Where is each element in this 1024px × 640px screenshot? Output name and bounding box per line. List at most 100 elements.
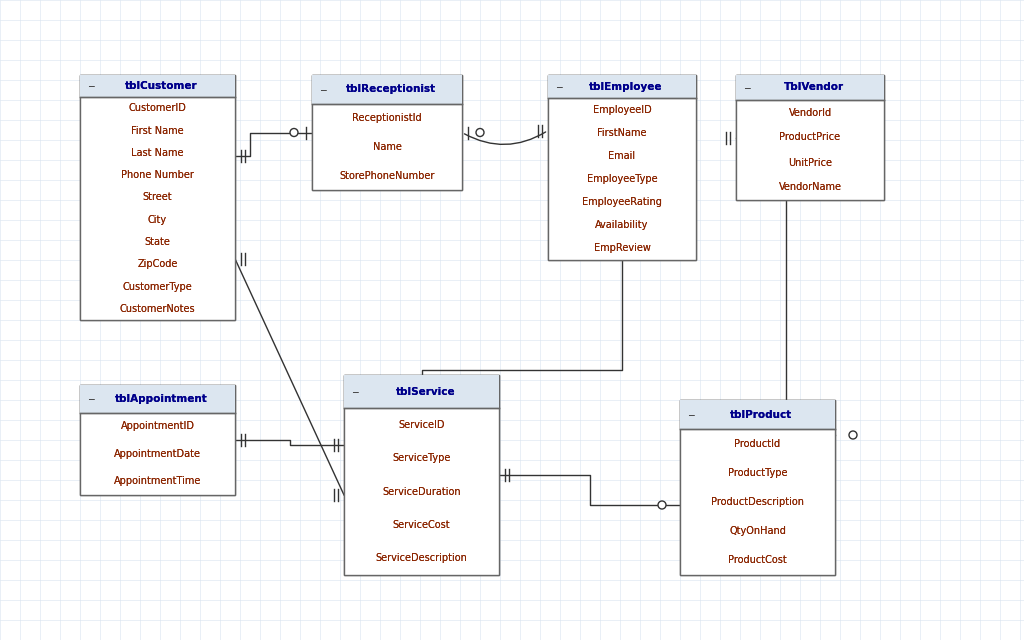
Text: State: State xyxy=(144,237,170,247)
Text: StorePhoneNumber: StorePhoneNumber xyxy=(339,171,434,180)
Text: Last Name: Last Name xyxy=(131,148,183,158)
Text: TblVendor: TblVendor xyxy=(784,83,844,93)
Text: tblReceptionist: tblReceptionist xyxy=(346,84,436,94)
Text: CustomerID: CustomerID xyxy=(129,104,186,113)
Bar xyxy=(312,75,462,104)
Text: tblCustomer: tblCustomer xyxy=(125,81,198,91)
Text: tblService: tblService xyxy=(395,387,456,397)
Bar xyxy=(736,75,884,200)
Text: City: City xyxy=(147,215,167,225)
Text: Availability: Availability xyxy=(595,220,648,230)
Text: −: − xyxy=(687,410,694,419)
Text: Name: Name xyxy=(373,142,401,152)
Text: ServiceDescription: ServiceDescription xyxy=(376,554,467,563)
Text: EmployeeType: EmployeeType xyxy=(587,174,657,184)
Text: ProductId: ProductId xyxy=(734,439,780,449)
Bar xyxy=(80,75,234,97)
Text: Street: Street xyxy=(142,193,172,202)
Text: State: State xyxy=(144,237,170,247)
Text: UnitPrice: UnitPrice xyxy=(788,157,831,168)
Text: ProductCost: ProductCost xyxy=(728,556,786,565)
Text: Phone Number: Phone Number xyxy=(121,170,194,180)
Bar xyxy=(548,75,696,98)
Bar xyxy=(80,385,234,413)
Bar xyxy=(80,385,234,413)
Text: ServiceID: ServiceID xyxy=(398,420,444,430)
Bar xyxy=(80,75,234,97)
Bar xyxy=(312,75,462,190)
Text: ServiceDuration: ServiceDuration xyxy=(382,486,461,497)
Text: tblCustomer: tblCustomer xyxy=(125,81,198,91)
Text: tblAppointment: tblAppointment xyxy=(115,394,208,404)
Text: AppointmentTime: AppointmentTime xyxy=(114,476,201,486)
Bar xyxy=(312,75,462,190)
Text: ProductPrice: ProductPrice xyxy=(779,132,841,143)
Text: EmployeeType: EmployeeType xyxy=(587,174,657,184)
Bar xyxy=(680,400,835,575)
Bar xyxy=(80,385,234,495)
Bar xyxy=(736,75,884,100)
Text: ServiceID: ServiceID xyxy=(398,420,444,430)
Text: VendorName: VendorName xyxy=(778,182,842,193)
Text: AppointmentID: AppointmentID xyxy=(121,421,195,431)
Text: Phone Number: Phone Number xyxy=(121,170,194,180)
Bar xyxy=(680,400,835,575)
Bar xyxy=(344,375,499,575)
Text: ServiceDuration: ServiceDuration xyxy=(382,486,461,497)
Text: tblService: tblService xyxy=(395,387,456,397)
Text: −: − xyxy=(555,82,562,91)
Text: −: − xyxy=(87,82,94,91)
Text: EmployeeRating: EmployeeRating xyxy=(582,197,662,207)
Text: FirstName: FirstName xyxy=(597,128,647,138)
Text: First Name: First Name xyxy=(131,125,184,136)
Bar xyxy=(80,385,234,495)
Text: CustomerID: CustomerID xyxy=(129,104,186,113)
Text: Name: Name xyxy=(373,142,401,152)
Text: ServiceCost: ServiceCost xyxy=(392,520,451,530)
Bar xyxy=(736,75,884,100)
Bar xyxy=(548,75,696,260)
Text: ProductType: ProductType xyxy=(728,468,787,478)
Text: VendorName: VendorName xyxy=(778,182,842,193)
Text: CustomerNotes: CustomerNotes xyxy=(120,304,196,314)
Text: CustomerType: CustomerType xyxy=(123,282,193,292)
Text: −: − xyxy=(743,83,751,92)
Bar xyxy=(344,375,499,408)
Text: EmployeeID: EmployeeID xyxy=(593,105,651,115)
Text: StorePhoneNumber: StorePhoneNumber xyxy=(339,171,434,180)
Text: tblEmployee: tblEmployee xyxy=(589,81,663,92)
Text: −: − xyxy=(319,85,327,94)
Circle shape xyxy=(290,129,298,136)
Text: ServiceType: ServiceType xyxy=(392,453,451,463)
Text: tblEmployee: tblEmployee xyxy=(589,81,663,92)
Text: EmpReview: EmpReview xyxy=(594,243,650,253)
Text: ServiceCost: ServiceCost xyxy=(392,520,451,530)
Text: −: − xyxy=(319,85,327,94)
Text: −: − xyxy=(687,410,694,419)
Text: EmployeeID: EmployeeID xyxy=(593,105,651,115)
Circle shape xyxy=(849,431,857,439)
Text: ProductDescription: ProductDescription xyxy=(711,497,804,507)
Text: UnitPrice: UnitPrice xyxy=(788,157,831,168)
Bar xyxy=(80,75,234,320)
Text: ServiceType: ServiceType xyxy=(392,453,451,463)
Text: FirstName: FirstName xyxy=(597,128,647,138)
Text: −: − xyxy=(743,83,751,92)
Text: First Name: First Name xyxy=(131,125,184,136)
Bar xyxy=(344,375,499,575)
Text: −: − xyxy=(351,387,358,396)
Circle shape xyxy=(476,129,484,136)
Text: TblVendor: TblVendor xyxy=(784,83,844,93)
Text: ReceptionistId: ReceptionistId xyxy=(352,113,422,123)
Text: −: − xyxy=(87,82,94,91)
Text: ReceptionistId: ReceptionistId xyxy=(352,113,422,123)
Text: ProductDescription: ProductDescription xyxy=(711,497,804,507)
Text: CustomerType: CustomerType xyxy=(123,282,193,292)
Text: −: − xyxy=(87,394,94,403)
Text: tblAppointment: tblAppointment xyxy=(115,394,208,404)
Text: ProductPrice: ProductPrice xyxy=(779,132,841,143)
Text: Email: Email xyxy=(608,151,636,161)
Circle shape xyxy=(658,501,666,509)
Text: tblReceptionist: tblReceptionist xyxy=(346,84,436,94)
Text: tblProduct: tblProduct xyxy=(730,410,793,420)
